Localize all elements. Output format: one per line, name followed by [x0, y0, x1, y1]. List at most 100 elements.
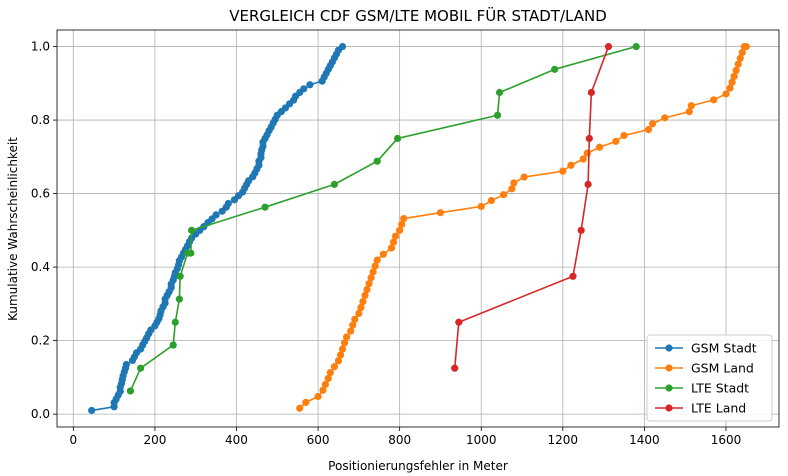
data-point-gsm-land — [567, 161, 575, 169]
data-point-gsm-land — [391, 232, 400, 240]
data-point-gsm-land — [389, 238, 398, 246]
data-point-gsm-land — [396, 226, 404, 234]
data-point-gsm-land — [732, 66, 740, 75]
data-point-gsm-land — [398, 220, 406, 229]
data-point-lte-land — [577, 226, 585, 234]
data-point-gsm-land — [508, 185, 516, 193]
data-point-gsm-land — [685, 108, 693, 116]
data-point-gsm-land — [710, 96, 718, 104]
legend-marker-lte-stadt — [665, 384, 673, 392]
data-point-gsm-stadt — [122, 360, 130, 369]
series-layer — [88, 42, 750, 415]
data-point-gsm-land — [730, 72, 738, 80]
data-point-lte-land — [569, 272, 577, 280]
x-tick-label: 0 — [69, 433, 77, 447]
data-point-lte-stadt — [632, 42, 640, 51]
data-point-gsm-land — [400, 214, 408, 223]
data-point-lte-land — [585, 134, 593, 143]
data-point-gsm-land — [361, 291, 369, 299]
data-point-gsm-land — [559, 167, 567, 175]
data-point-gsm-land — [583, 149, 591, 157]
x-tick-label: 1000 — [466, 433, 497, 447]
data-point-gsm-land — [314, 392, 322, 401]
axis-ticks: 0 200 400 600 800 1000 1200 1400 1600 0.0 0.2 0.4 0.… — [31, 40, 741, 447]
series-gsm-stadt — [88, 42, 347, 415]
chart-title: VERGLEICH CDF GSM/LTE MOBIL FÜR STADT/LA… — [229, 6, 607, 25]
series-line-lte-land — [453, 46, 610, 369]
data-point-gsm-land — [355, 309, 363, 318]
legend-label-lte-land: LTE Land — [691, 401, 746, 416]
x-tick-label: 1200 — [548, 433, 579, 447]
data-point-lte-stadt — [373, 157, 381, 165]
legend-marker-gsm-land — [665, 364, 673, 372]
data-point-gsm-land — [359, 298, 367, 306]
data-point-gsm-land — [687, 102, 695, 110]
data-point-gsm-land — [351, 315, 359, 323]
x-tick-label: 600 — [307, 433, 330, 447]
data-point-gsm-land — [644, 126, 653, 134]
data-point-gsm-land — [338, 345, 347, 353]
data-point-lte-stadt — [126, 387, 135, 395]
data-point-gsm-land — [734, 60, 742, 68]
data-point-gsm-land — [357, 303, 365, 312]
data-point-lte-stadt — [188, 226, 196, 234]
data-point-lte-stadt — [551, 65, 559, 73]
data-point-gsm-stadt — [212, 211, 220, 219]
data-point-gsm-land — [373, 256, 381, 264]
data-point-gsm-land — [648, 120, 657, 128]
legend-marker-lte-land — [665, 404, 673, 412]
data-point-gsm-land — [302, 398, 310, 406]
data-point-gsm-land — [324, 374, 332, 383]
y-tick-label: 0.8 — [31, 113, 50, 127]
data-point-lte-land — [604, 42, 613, 51]
data-point-lte-land — [451, 364, 459, 372]
data-point-gsm-land — [363, 285, 371, 294]
data-point-gsm-land — [347, 327, 355, 335]
data-point-lte-stadt — [187, 249, 195, 257]
data-point-gsm-land — [387, 244, 396, 252]
series-lte-stadt — [126, 42, 640, 395]
data-point-gsm-land — [595, 143, 604, 151]
data-point-gsm-land — [326, 369, 334, 377]
data-point-lte-stadt — [137, 364, 145, 372]
x-tick-label: 800 — [388, 433, 411, 447]
x-tick-label: 400 — [225, 433, 248, 447]
y-tick-label: 1.0 — [31, 40, 50, 54]
data-point-gsm-land — [477, 202, 485, 211]
data-point-lte-stadt — [261, 203, 269, 211]
data-point-gsm-land — [728, 78, 736, 86]
legend-box — [646, 334, 773, 422]
data-point-gsm-land — [520, 173, 528, 181]
x-tick-label: 1600 — [711, 433, 742, 447]
data-point-lte-stadt — [394, 134, 402, 143]
series-lte-land — [451, 42, 613, 372]
data-point-gsm-land — [742, 42, 750, 51]
data-point-lte-stadt — [493, 111, 502, 119]
data-point-lte-stadt — [171, 318, 179, 326]
data-point-gsm-land — [330, 363, 338, 371]
data-point-gsm-land — [349, 321, 357, 329]
data-point-gsm-land — [296, 404, 304, 412]
data-point-lte-stadt — [495, 88, 504, 97]
y-axis-label: Kumulative Wahrscheinlichkeit — [6, 137, 20, 321]
data-point-lte-stadt — [330, 180, 338, 188]
data-point-gsm-land — [620, 131, 628, 140]
data-point-gsm-land — [612, 137, 620, 145]
data-point-gsm-land — [343, 333, 351, 341]
data-point-lte-stadt — [176, 272, 184, 280]
data-point-gsm-land — [321, 380, 329, 388]
data-point-gsm-land — [336, 351, 345, 359]
x-axis-label: Positionierungsfehler in Meter — [328, 459, 508, 473]
legend-label-lte-stadt: LTE Stadt — [691, 381, 749, 396]
legend-marker-gsm-stadt — [665, 344, 673, 352]
data-point-gsm-land — [379, 250, 387, 258]
data-point-gsm-land — [365, 280, 373, 288]
data-point-gsm-land — [369, 268, 377, 276]
data-point-gsm-land — [319, 386, 327, 394]
data-point-lte-stadt — [169, 341, 177, 349]
plot-frame — [56, 29, 780, 428]
legend: GSM Stadt GSM Land LTE Stadt LTE Land — [646, 334, 773, 422]
y-tick-label: 0.2 — [31, 334, 50, 348]
data-point-gsm-land — [340, 339, 349, 347]
